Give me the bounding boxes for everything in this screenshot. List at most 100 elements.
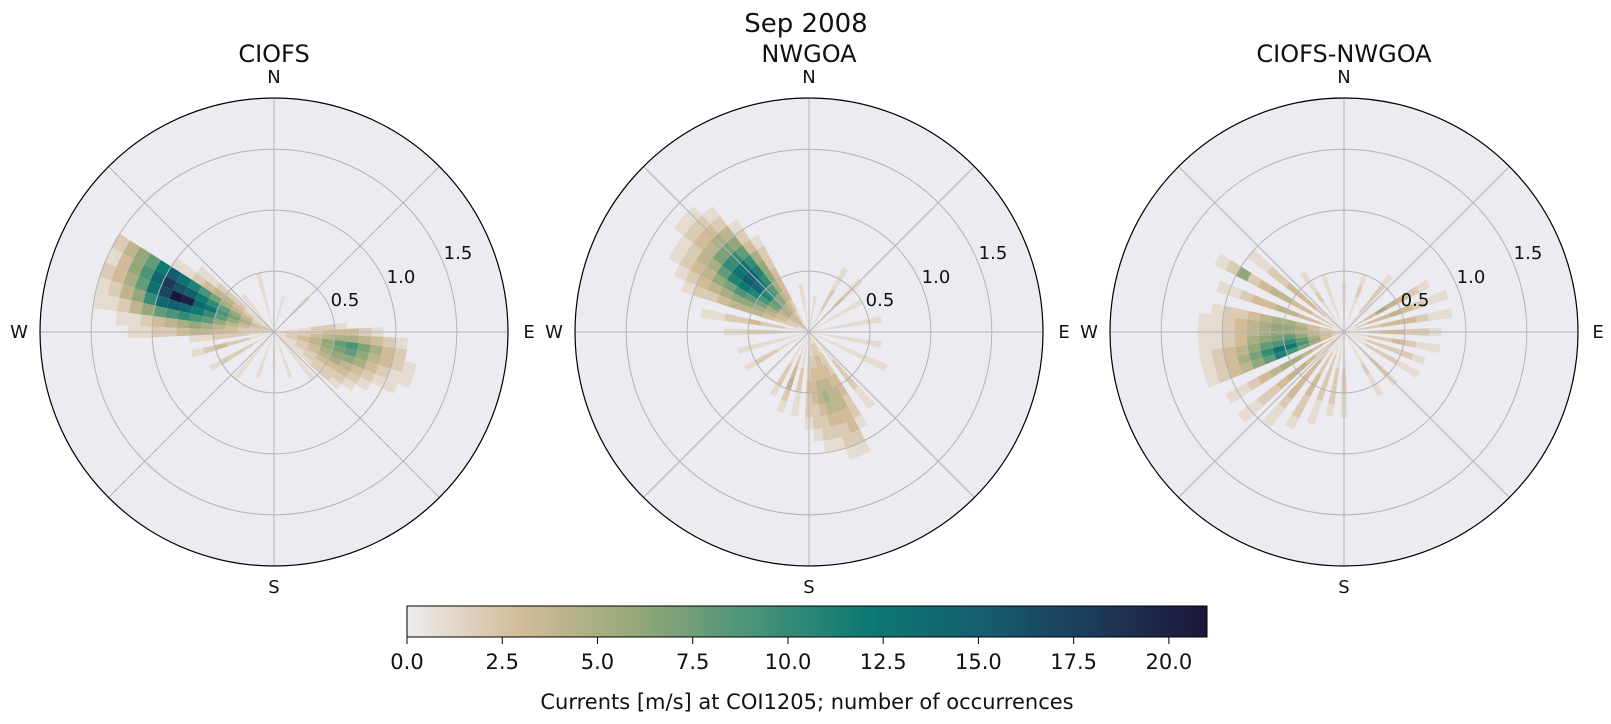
angular-gridline bbox=[1343, 331, 1510, 498]
histogram-cell bbox=[856, 318, 870, 326]
histogram-cell bbox=[750, 234, 764, 250]
histogram-cell bbox=[217, 303, 231, 314]
histogram-cell bbox=[820, 352, 829, 365]
histogram-cell bbox=[737, 345, 751, 354]
histogram-cell bbox=[235, 299, 248, 310]
histogram-cell bbox=[212, 287, 226, 300]
histogram-cell bbox=[1354, 318, 1366, 327]
histogram-cell bbox=[1309, 339, 1322, 346]
histogram-cell bbox=[222, 294, 236, 306]
histogram-cell bbox=[750, 308, 764, 318]
histogram-cell bbox=[692, 285, 708, 300]
figure-title: Sep 2008 bbox=[744, 9, 867, 39]
direction-label-south: S bbox=[1338, 577, 1349, 598]
histogram-cell bbox=[1415, 279, 1431, 293]
histogram-cell bbox=[692, 233, 711, 251]
histogram-cell bbox=[757, 294, 771, 306]
histogram-cell bbox=[760, 321, 774, 328]
histogram-cell bbox=[1320, 322, 1333, 329]
histogram-cell bbox=[827, 375, 838, 389]
histogram-cell bbox=[1278, 394, 1293, 410]
histogram-cell bbox=[806, 332, 809, 345]
histogram-cell bbox=[724, 313, 738, 323]
histogram-cell bbox=[820, 415, 831, 429]
histogram-cell bbox=[1330, 354, 1337, 367]
angular-gridline bbox=[108, 331, 275, 498]
histogram-cell bbox=[850, 429, 866, 445]
histogram-cell bbox=[303, 351, 316, 362]
histogram-cell bbox=[1210, 337, 1224, 350]
histogram-cell bbox=[1411, 353, 1426, 365]
histogram-cell bbox=[762, 313, 776, 322]
histogram-cell bbox=[1235, 308, 1249, 320]
histogram-cell bbox=[809, 332, 812, 345]
histogram-cell bbox=[1325, 403, 1335, 417]
histogram-cell bbox=[809, 332, 821, 338]
histogram-cell bbox=[1439, 308, 1453, 320]
histogram-cell bbox=[786, 301, 796, 313]
histogram-cell bbox=[1266, 383, 1282, 398]
histogram-cell bbox=[107, 280, 123, 298]
histogram-cell bbox=[1364, 343, 1377, 352]
histogram-cell bbox=[165, 266, 182, 282]
histogram-cell bbox=[1333, 332, 1344, 339]
histogram-cell bbox=[213, 318, 227, 326]
histogram-cell bbox=[809, 325, 820, 332]
histogram-cell bbox=[832, 324, 846, 329]
histogram-cell bbox=[795, 354, 802, 367]
histogram-cell bbox=[1268, 365, 1283, 378]
histogram-cell bbox=[1297, 342, 1311, 351]
histogram-cell bbox=[1295, 290, 1309, 303]
histogram-cell bbox=[1351, 297, 1358, 310]
histogram-cell bbox=[315, 354, 329, 365]
histogram-cell bbox=[1324, 315, 1336, 325]
histogram-cell bbox=[1283, 338, 1297, 346]
histogram-cell bbox=[277, 343, 284, 356]
histogram-cell bbox=[799, 343, 806, 356]
histogram-cell bbox=[798, 283, 805, 297]
histogram-cell bbox=[752, 303, 766, 314]
histogram-cell bbox=[734, 244, 750, 261]
direction-label-north: N bbox=[802, 67, 815, 88]
histogram-cell bbox=[357, 343, 371, 354]
histogram-cell bbox=[837, 267, 849, 281]
histogram-cell bbox=[811, 343, 817, 356]
histogram-cell bbox=[1330, 379, 1338, 393]
histogram-cell bbox=[690, 259, 707, 276]
histogram-cell bbox=[673, 264, 691, 281]
histogram-cell bbox=[822, 364, 832, 378]
histogram-cell bbox=[358, 335, 372, 345]
histogram-cell bbox=[744, 292, 758, 304]
histogram-cell bbox=[1334, 308, 1341, 321]
histogram-cell bbox=[1251, 294, 1266, 307]
histogram-cell bbox=[789, 299, 798, 312]
histogram-cell bbox=[787, 337, 799, 346]
histogram-cell bbox=[169, 290, 184, 303]
histogram-cell bbox=[1332, 332, 1344, 336]
histogram-cell bbox=[1325, 365, 1334, 379]
histogram-cell bbox=[809, 332, 816, 343]
histogram-cell bbox=[111, 233, 131, 254]
histogram-cell bbox=[731, 266, 747, 281]
histogram-cell bbox=[262, 327, 274, 332]
histogram-cell bbox=[743, 254, 758, 270]
histogram-cell bbox=[803, 343, 808, 357]
histogram-cell bbox=[1373, 283, 1386, 297]
histogram-cell bbox=[816, 391, 825, 405]
histogram-cell bbox=[1434, 290, 1449, 303]
histogram-cell bbox=[802, 321, 809, 332]
histogram-cell bbox=[1331, 329, 1344, 332]
histogram-cell bbox=[782, 362, 793, 376]
histogram-cell bbox=[308, 339, 322, 347]
histogram-cell bbox=[206, 274, 221, 288]
angular-gridline bbox=[273, 331, 440, 498]
histogram-cell bbox=[382, 336, 396, 348]
angular-gridline bbox=[643, 166, 810, 333]
histogram-cell bbox=[172, 281, 188, 295]
histogram-cell bbox=[819, 365, 828, 379]
histogram-cell bbox=[369, 344, 383, 356]
histogram-cell bbox=[370, 336, 384, 347]
histogram-cell bbox=[1246, 273, 1262, 287]
histogram-cell bbox=[1330, 342, 1339, 354]
histogram-cell bbox=[228, 309, 242, 319]
